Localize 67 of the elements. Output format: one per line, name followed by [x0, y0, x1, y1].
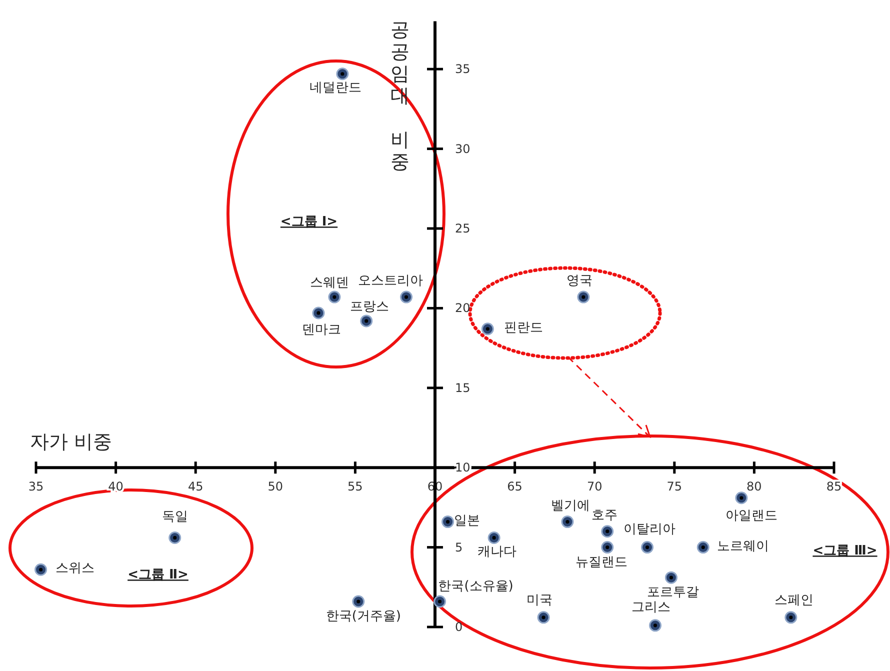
point — [488, 531, 500, 544]
point — [696, 541, 710, 554]
annotation: <그룹 Ⅲ> — [812, 544, 878, 559]
point — [601, 525, 614, 538]
point — [561, 516, 574, 528]
point — [400, 290, 413, 304]
annotation: 덴마크 — [302, 322, 341, 338]
y-tick-label: 25 — [455, 222, 470, 236]
y-tick-label: 5 — [455, 540, 463, 554]
annotation: 한국(소유율) — [438, 579, 514, 594]
x-tick-label: 50 — [268, 480, 284, 494]
annotation: 스위스 — [55, 561, 94, 576]
x-tick-label: 65 — [507, 480, 522, 494]
x-axis-title: 자가 비중 — [30, 431, 112, 453]
point — [577, 290, 590, 304]
y-tick-label: 10 — [455, 460, 470, 475]
point — [784, 611, 798, 624]
annotation: 영국 — [566, 274, 592, 289]
point — [312, 306, 325, 320]
annotation: 독일 — [162, 509, 188, 524]
annotation: 프랑스 — [350, 300, 389, 315]
annotation: 뉴질랜드 — [575, 554, 628, 570]
point — [434, 595, 446, 608]
annotation: 호주 — [591, 508, 618, 523]
point — [537, 611, 550, 624]
point — [168, 531, 182, 544]
annotation: 그리스 — [632, 600, 671, 615]
x-tick-label: 75 — [666, 480, 682, 494]
annotation: 오스트리아 — [358, 274, 423, 289]
y-tick-label: 30 — [455, 142, 470, 156]
annotation: 미국 — [526, 592, 553, 608]
annotation: 이탈리아 — [623, 522, 676, 537]
annotation: 핀란드 — [504, 320, 544, 336]
annotation: 캐나다 — [478, 544, 517, 560]
x-tick-label: 45 — [188, 480, 204, 494]
annotation: 벨기에 — [550, 498, 590, 514]
annotation: 스웨덴 — [310, 276, 349, 291]
y-tick-label: 0 — [455, 620, 463, 634]
annotation: <그룹 Ⅰ> — [280, 214, 338, 230]
x-tick-label: 85 — [826, 480, 842, 494]
annotation: <그룹 Ⅱ> — [128, 568, 188, 583]
point — [601, 541, 614, 554]
annotation: 네덜란드 — [309, 80, 362, 96]
point — [352, 595, 365, 608]
point — [664, 571, 678, 584]
y-tick-label: 35 — [455, 62, 470, 76]
annotation: 한국(거주율) — [326, 609, 401, 624]
point — [360, 314, 373, 328]
annotation: 스페인 — [774, 592, 814, 608]
x-tick-label: 70 — [586, 480, 602, 494]
point — [328, 290, 341, 304]
annotation: 일본 — [454, 513, 480, 528]
point — [649, 619, 662, 632]
annotation: 노르웨이 — [717, 538, 770, 554]
y-tick-label: 15 — [455, 380, 470, 395]
annotation: 포르투갈 — [647, 585, 700, 600]
point — [481, 322, 494, 336]
point — [442, 516, 454, 528]
point — [336, 68, 349, 80]
point — [34, 563, 48, 576]
y-tick-label: 20 — [455, 301, 470, 316]
annotation: 아일랜드 — [725, 508, 778, 524]
x-tick-label: 55 — [348, 480, 363, 494]
point — [735, 492, 748, 504]
x-tick-label: 35 — [28, 480, 44, 494]
x-tick-label: 80 — [746, 480, 762, 494]
point — [641, 541, 654, 554]
